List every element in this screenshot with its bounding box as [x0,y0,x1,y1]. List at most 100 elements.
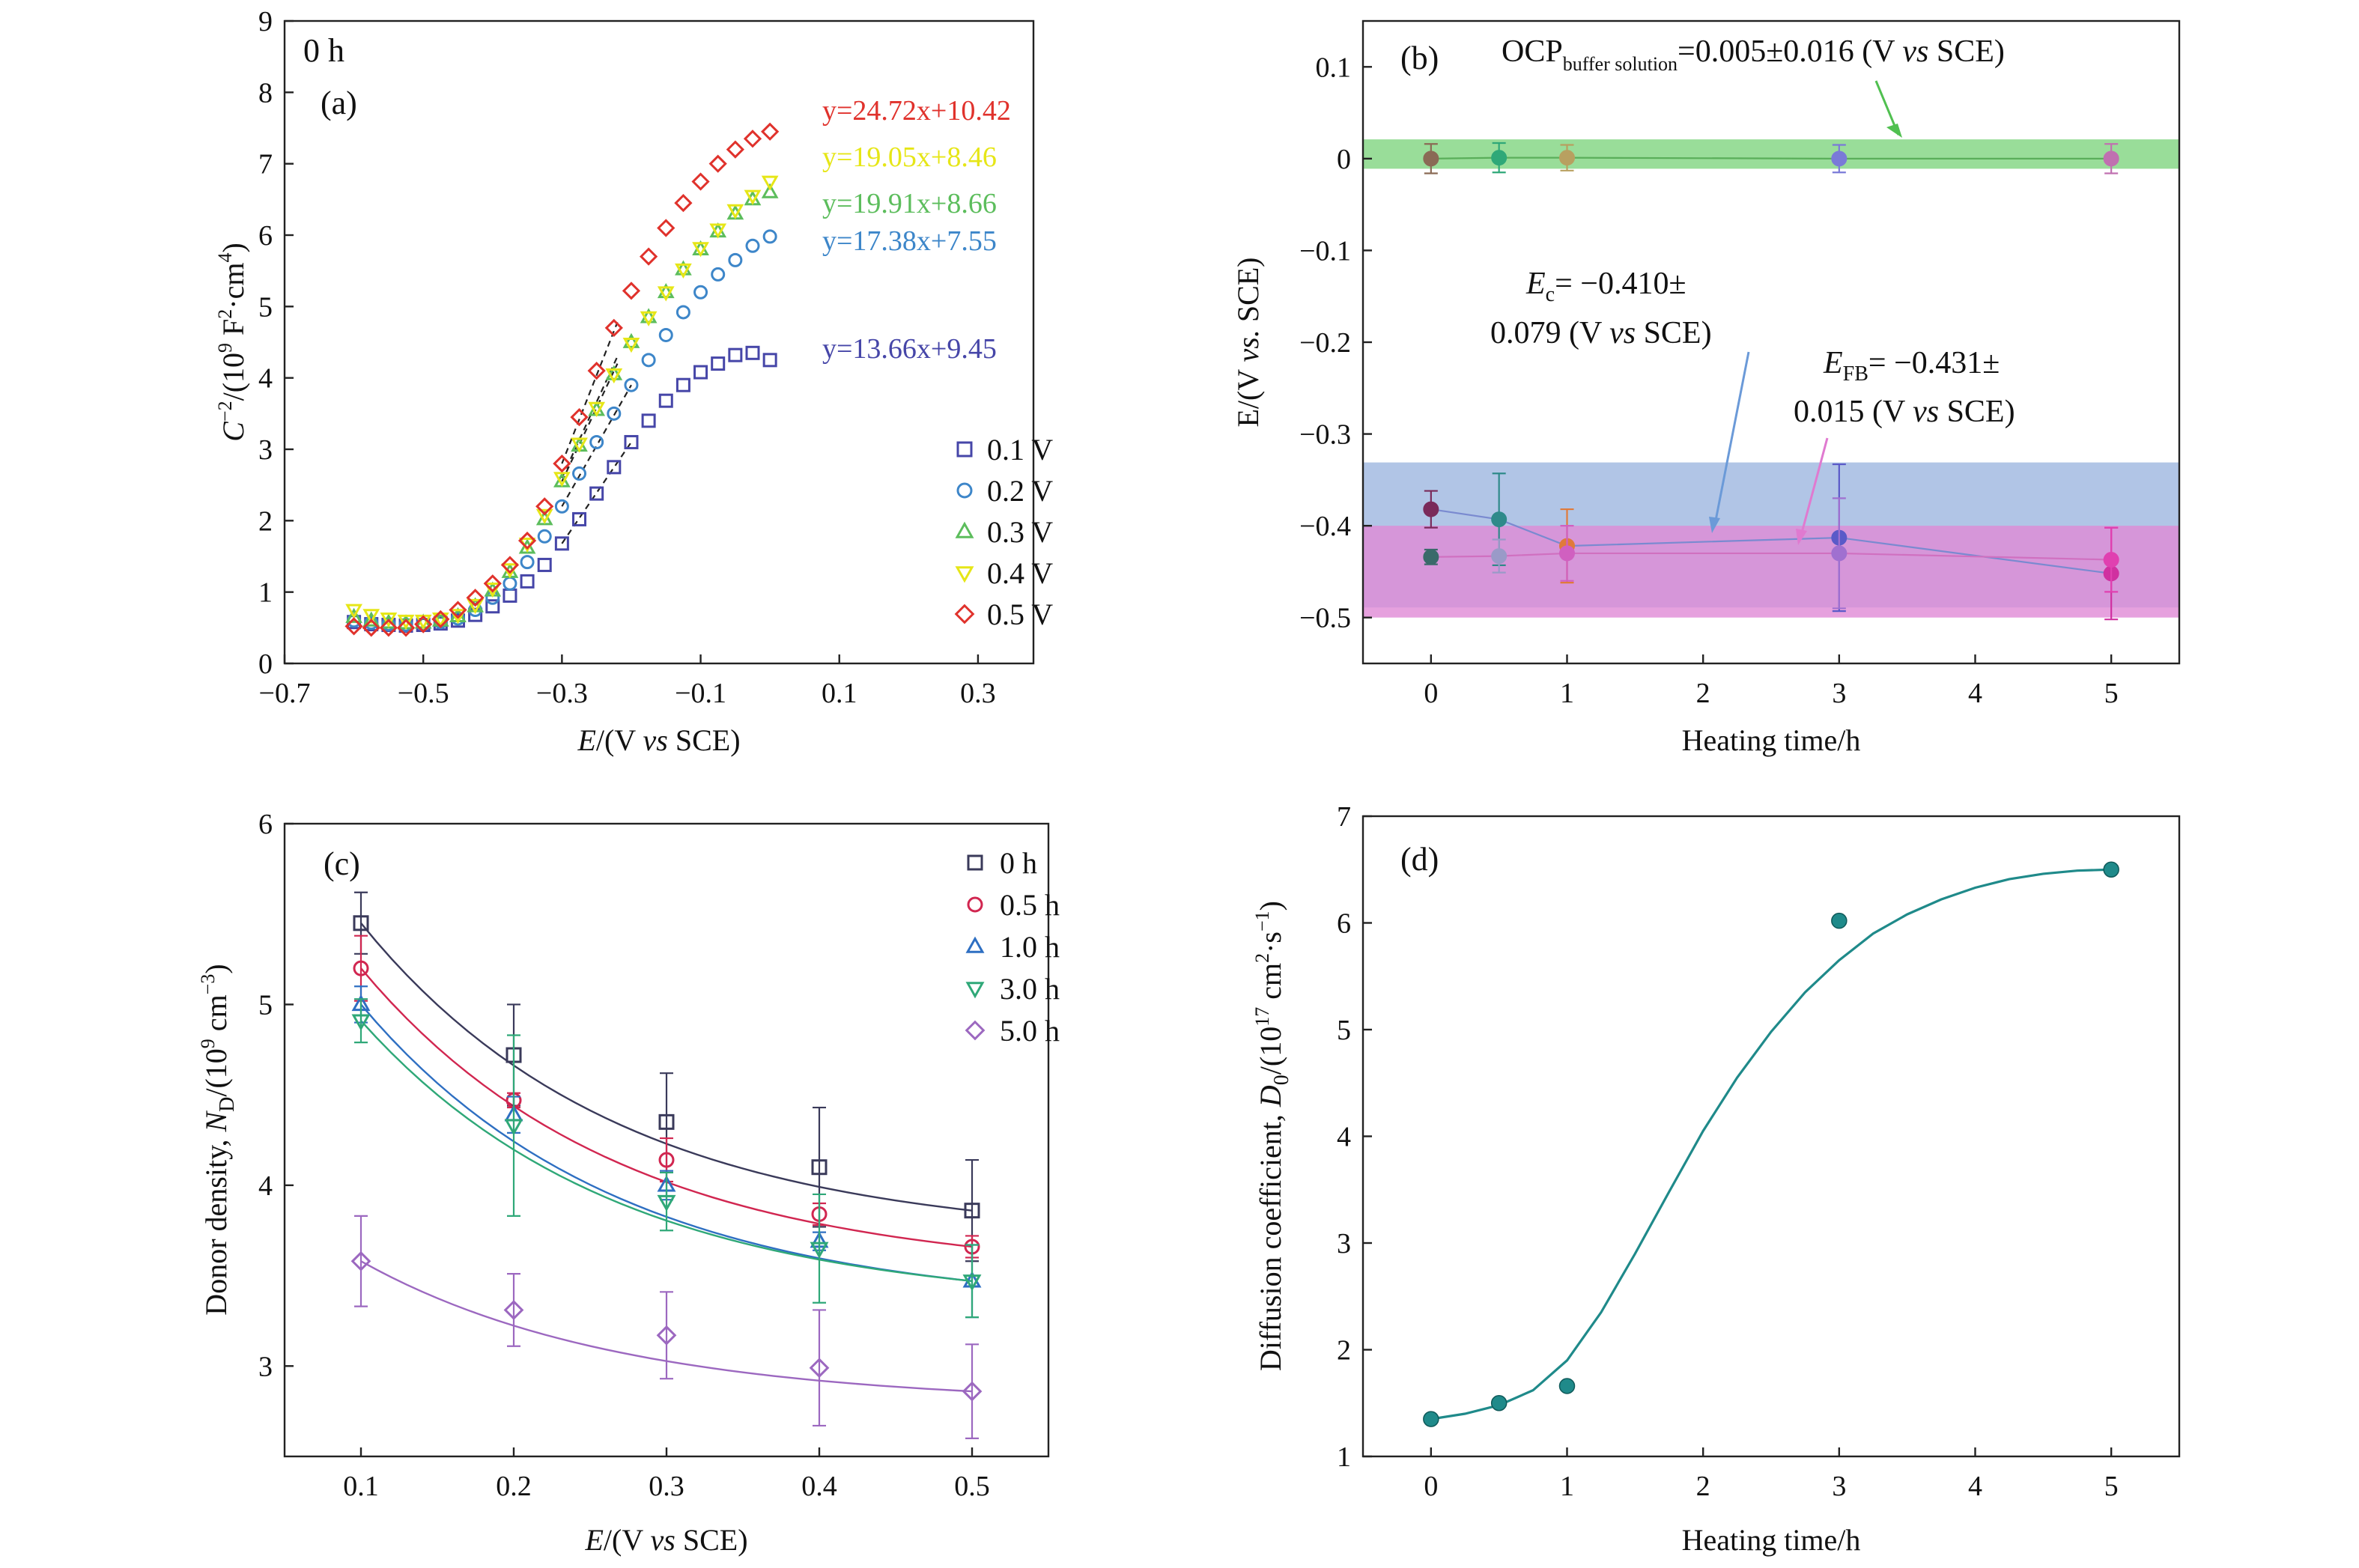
panel-c-y-tick-label: 3 [258,1351,273,1382]
efb-arrowhead [1796,529,1807,545]
legend-label-1.0 h: 1.0 h [1000,930,1060,964]
data-point-0.5 V [761,122,780,141]
legend-label-0.4 V: 0.4 V [987,556,1053,590]
data-point-OCP [1831,151,1848,167]
data-point-5.0 h [656,1325,677,1346]
panel-a-x-tick-label: −0.1 [675,678,726,709]
panel-a-y-tick-label: 6 [258,220,273,252]
data-point-0.4 V [345,604,362,619]
data-point-0.1 V [658,393,673,408]
efb-annotation-line-2: 0.015 (V vs SCE) [1794,395,2015,429]
data-point-0.5 V [466,589,485,607]
data-point-0.5 V [622,282,641,300]
panel-b-annotations: OCPbuffer solution=0.005±0.016 (V vs SCE… [1490,34,2015,545]
panel-a-x-tick-label: 0.3 [960,678,996,709]
panel-a-y-tick-label: 3 [258,434,273,466]
data-point-0.5 V [449,601,467,619]
ec-arrow [1713,351,1750,525]
data-point-3.0 h [351,1014,371,1031]
data-point-0.5 V [604,318,623,338]
panel-b-x-tick-label: 4 [1968,678,1982,709]
legend-label-3.0 h: 3.0 h [1000,972,1060,1006]
panel-b-y-tick-label: −0.3 [1299,419,1351,451]
fit-line-0.5 V [561,321,619,464]
panel-a-ticks: −0.7 −0.5 −0.3 −0.1 0.1 0.3 0 1 2 3 4 5 6 7 8 9 [258,6,996,709]
data-point-0.1 V [624,434,639,449]
data-point-0.1 V [762,353,777,368]
data-point-0.2 V [728,252,743,267]
panel-c-y-tick-label: 5 [258,989,273,1021]
data-point-3.0 h [962,1274,982,1292]
data-point-3.0 h [504,1119,523,1136]
panel-a-x-tick-label: −0.3 [536,678,588,709]
data-point-0.2 V [658,327,673,342]
data-point-EFB [1831,545,1848,562]
panel-d-x-tick-label: 2 [1696,1471,1710,1502]
data-point-OCP [1423,151,1439,167]
panel-d-ticks: 0 1 2 3 4 5 1 2 3 4 5 6 7 [1337,801,2119,1502]
panel-b-x-tick-label: 3 [1832,678,1846,709]
legend-marker-0.3 V [955,521,974,538]
data-point-0.5 V [570,407,589,427]
data-point-0.4 V [605,368,623,384]
data-point-D0 [1831,912,1848,929]
fit-equation-0.4 V: y=19.05x+8.46 [822,142,997,173]
panel-d-y-tick-label: 2 [1337,1335,1351,1367]
panel-b-y-axis-label: E/(V vs. SCE) [1231,257,1265,427]
panel-a-y-tick-label: 7 [258,149,273,180]
panel-a-corner-label: 0 h [303,32,344,69]
data-point-0 h [658,1113,675,1130]
panel-d-y-tick-label: 6 [1337,908,1351,940]
data-point-3.0 h [657,1194,676,1212]
panel-d-y-tick-label: 7 [1337,801,1351,833]
panel-a-frame [283,19,1035,665]
panel-d-x-tick-label: 4 [1968,1471,1982,1502]
panel-c-y-tick-label: 4 [258,1170,273,1202]
panel-a-fit-lines [561,321,632,544]
panel-a-y-tick-label: 4 [258,363,273,395]
data-point-OCP [1559,150,1575,166]
panel-b-ticks: 0 1 2 3 4 5 −0.5 −0.4 −0.3 −0.2 −0.1 0 0.1 [1299,52,2119,709]
data-point-3.0 h [810,1242,829,1259]
data-point-0.5 V [396,619,416,637]
data-point-0.3 V [761,183,779,198]
data-point-0.4 V [588,401,606,417]
panel-d-y-tick-label: 1 [1337,1441,1351,1473]
data-point-0.5 V [726,140,744,159]
panel-a-y-tick-label: 0 [258,648,273,680]
data-point-0.4 V [535,508,553,524]
data-point-0.1 V [537,557,552,572]
ocp-annotation: OCPbuffer solution=0.005±0.016 (V vs SCE… [1502,34,2005,75]
data-point-0.2 V [572,466,587,481]
data-point-D0 [1423,1411,1439,1427]
data-point-0.4 V [449,609,467,625]
data-point-5.0 h [503,1300,524,1320]
data-point-0.1 V [745,345,760,360]
panel-c-x-tick-label: 0.5 [954,1471,990,1502]
ec-arrowhead [1709,517,1720,533]
panel-a-x-tick-label: 0.1 [822,678,857,709]
data-point-5.0 h [962,1381,983,1402]
panel-b-y-tick-label: −0.1 [1299,235,1351,267]
data-point-0 h [353,915,369,932]
data-point-0.4 V [397,614,415,630]
data-point-0.4 V [675,263,692,279]
data-point-EFB [1559,545,1575,562]
data-point-0.4 V [761,175,779,191]
data-point-0.5 V [743,130,762,148]
panel-c-points [350,891,983,1439]
panel-a-letter: (a) [321,85,357,121]
panel-b-y-tick-label: −0.4 [1299,511,1351,542]
panel-d-x-tick-label: 0 [1424,1471,1438,1502]
data-point-0.5 V [535,497,554,516]
legend-marker-0.4 V [955,566,974,583]
data-point-0.5 V [708,154,727,173]
data-point-Ec [1423,501,1439,517]
panel-a-y-tick-label: 8 [258,77,273,109]
data-point-0.3 V [622,332,640,348]
legend-marker-0.2 V [956,482,973,499]
panel-c-x-tick-label: 0.3 [649,1471,684,1502]
data-point-0.5 V [379,619,398,637]
data-point-0.2 V [624,377,639,392]
panel-d-x-tick-label: 5 [2104,1471,2119,1502]
